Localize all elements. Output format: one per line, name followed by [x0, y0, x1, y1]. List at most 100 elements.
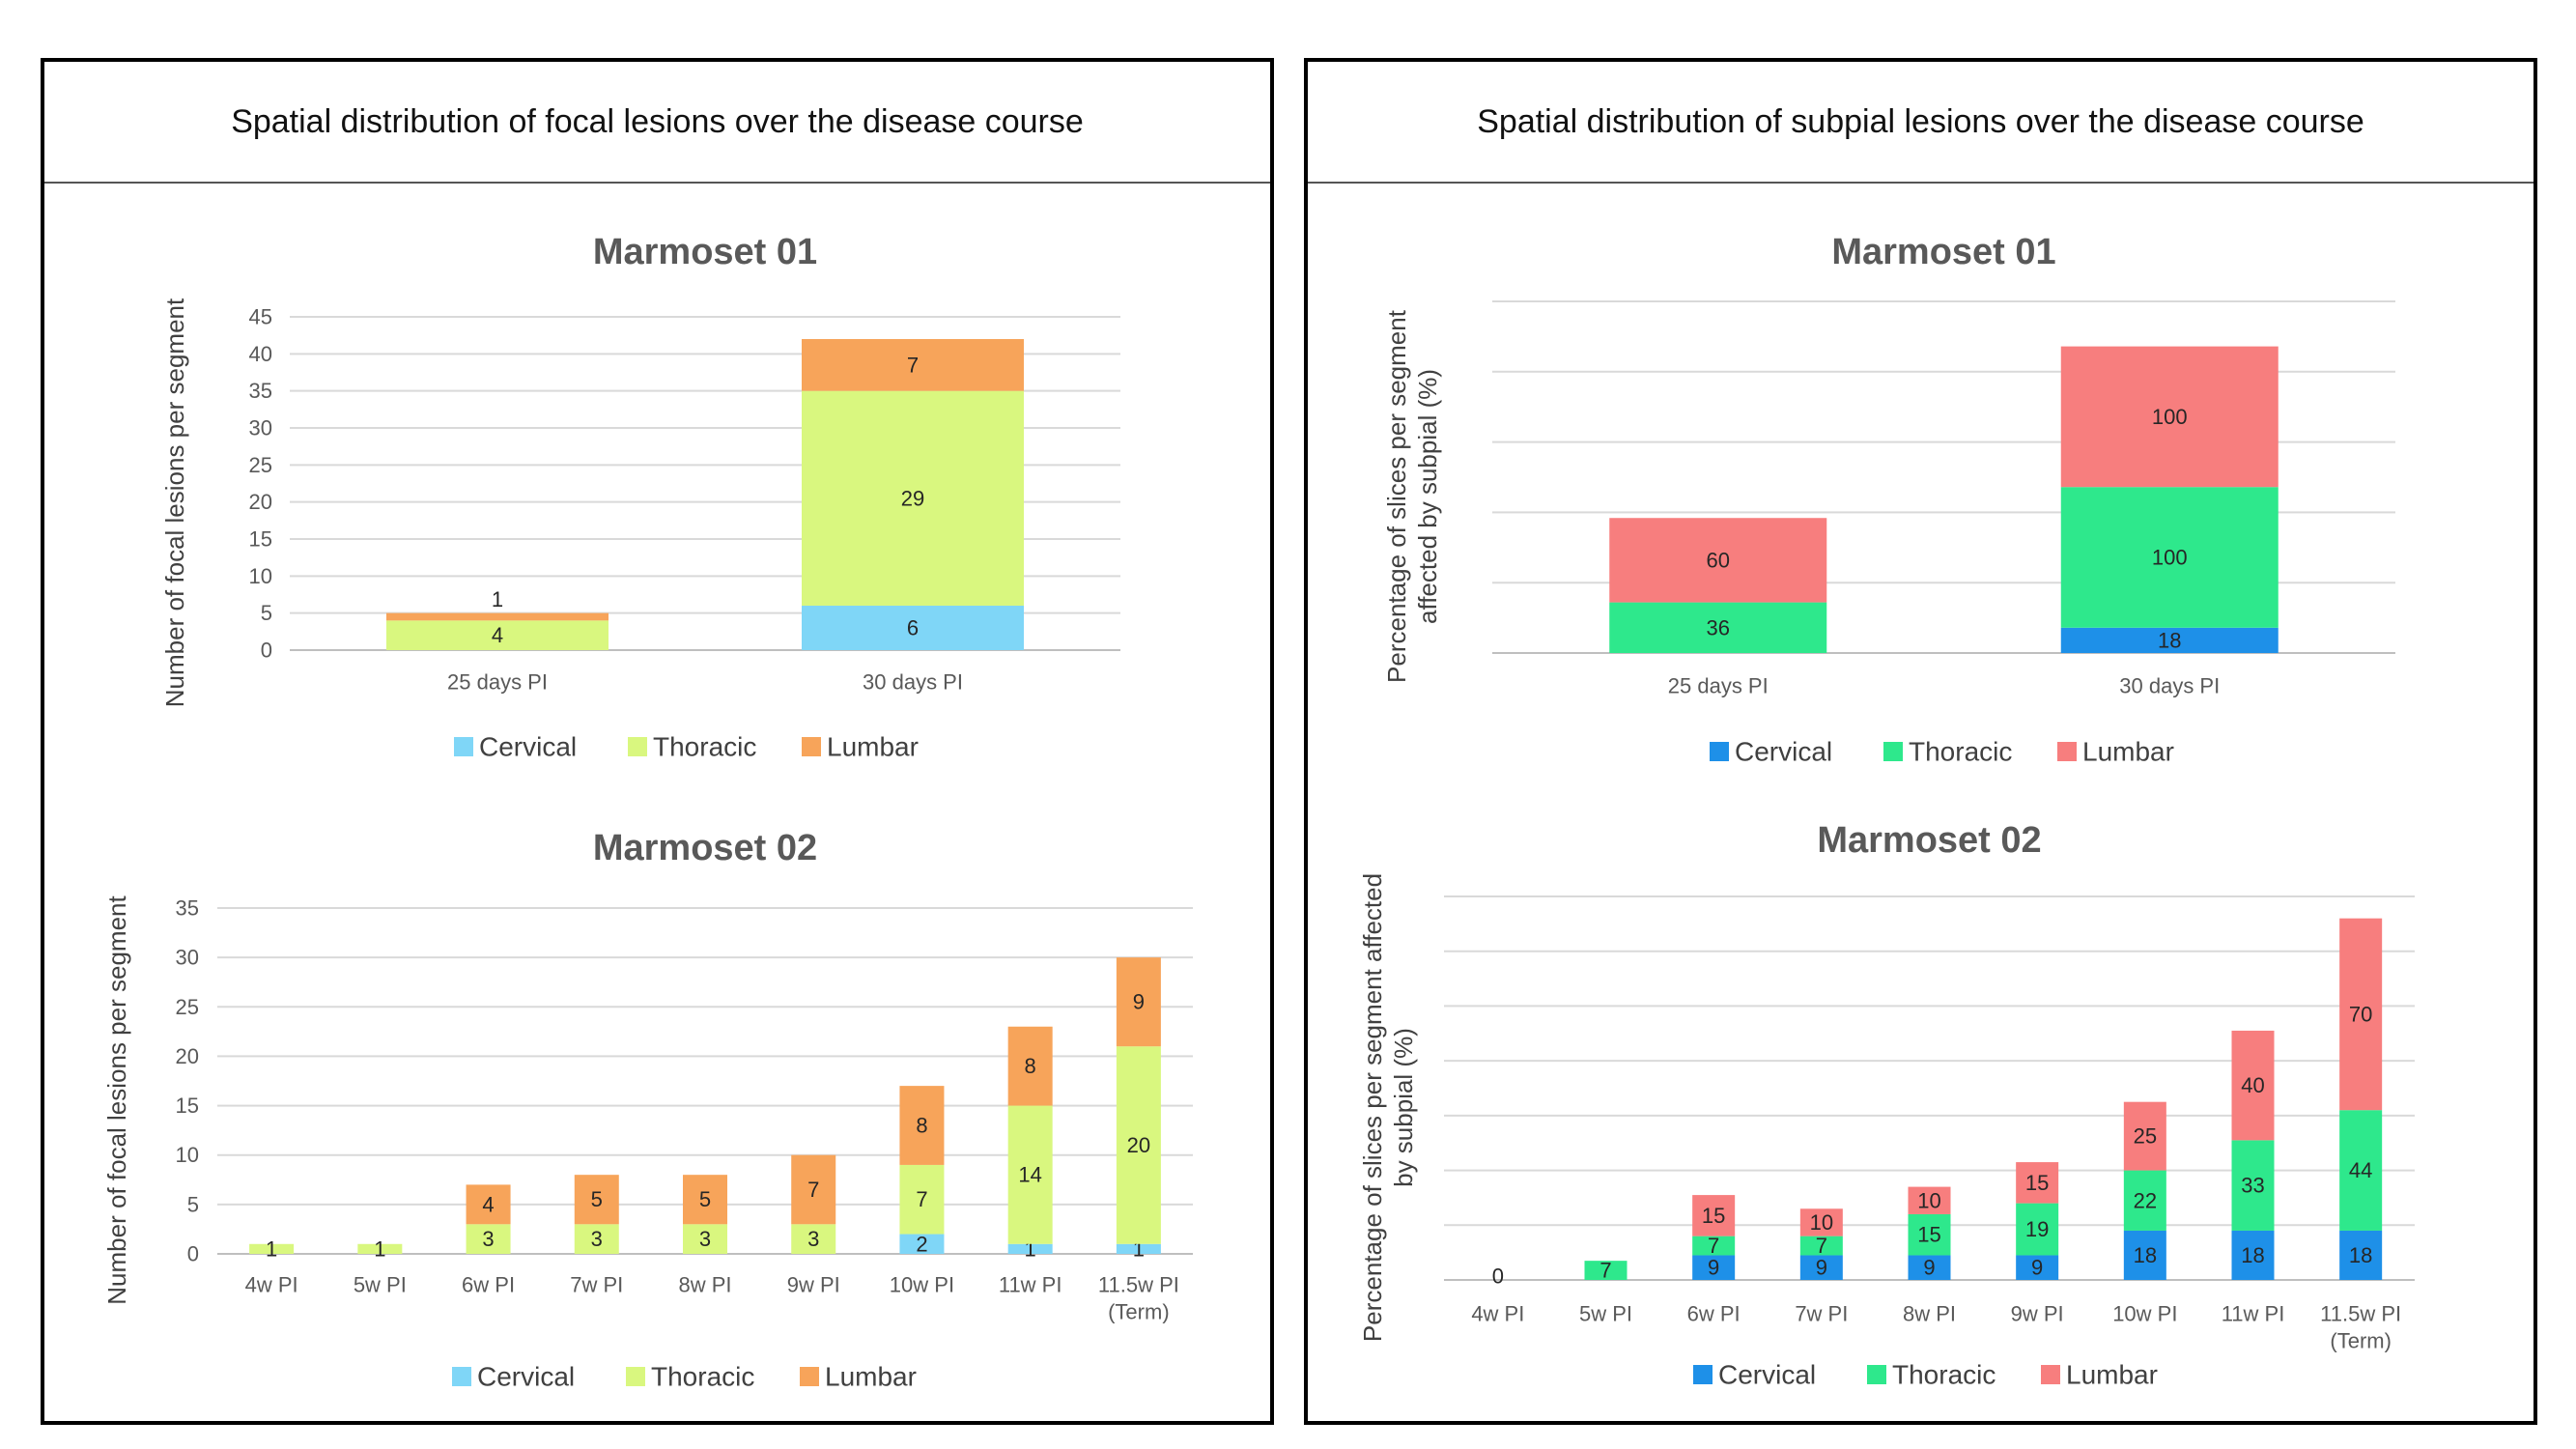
- subpial-m01-data-label: 36: [1707, 615, 1730, 639]
- subpial-m01-legend-swatch: [1710, 742, 1729, 761]
- focal-m02-ytick-label: 30: [176, 946, 199, 970]
- focal-m01-ytick-label: 45: [249, 305, 272, 329]
- subpial-m02-bar-lumbar: [1908, 1186, 1951, 1214]
- focal-m02-x-label: 9w PI: [787, 1273, 840, 1297]
- focal-m01-x-label: 25 days PI: [447, 670, 548, 695]
- subpial-m02-legend-swatch: [1693, 1365, 1713, 1384]
- focal-m02-ytick-label: 15: [176, 1094, 199, 1118]
- subpial-m02-x-label: 11w PI: [2222, 1302, 2285, 1326]
- focal-m02-ytick-label: 25: [176, 995, 199, 1019]
- subpial-m02-bar-lumbar: [1692, 1195, 1736, 1236]
- focal-m02-x-label: 7w PI: [570, 1273, 623, 1297]
- subpial-m01-bar-thoracic: [1609, 602, 1827, 653]
- focal-m02-bar-thoracic: [899, 1164, 945, 1235]
- focal-m02-data-label: 1: [374, 1236, 385, 1261]
- subpial-m01-legend-thoracic: Thoracic: [1909, 737, 2012, 767]
- focal-m01-title: Marmoset 01: [593, 232, 817, 272]
- focal-m01-legend-cervical: Cervical: [479, 732, 577, 762]
- focal-m02-x-label: 4w PI: [245, 1273, 298, 1297]
- subpial-m02-data-label: 25: [2134, 1124, 2157, 1149]
- focal-m02-bar-thoracic: [357, 1243, 403, 1254]
- focal-lesions-panel: Spatial distribution of focal lesions ov…: [41, 58, 1274, 1425]
- subpial-m02-x-label: 11.5w PI: [2320, 1302, 2401, 1326]
- focal-m02-x-label: 10w PI: [890, 1273, 954, 1297]
- focal-m02-bar-thoracic: [791, 1224, 836, 1254]
- subpial-m01-legend-swatch: [1883, 742, 1903, 761]
- subpial-m02-bar-lumbar: [2016, 1162, 2059, 1204]
- focal-m02-data-label: 2: [916, 1232, 927, 1256]
- subpial-m02-data-label: 18: [2134, 1243, 2157, 1267]
- focal-m01-ytick-label: 30: [249, 416, 272, 440]
- subpial-m02-data-label: 40: [2241, 1073, 2264, 1097]
- focal-m02-data-label: 3: [807, 1227, 819, 1251]
- subpial-m02-data-label: 7: [1599, 1259, 1611, 1283]
- subpial-m02-bar-lumbar: [2339, 918, 2383, 1111]
- subpial-m02-data-label: 9: [1816, 1256, 1827, 1280]
- focal-m01-legend-swatch: [802, 737, 821, 756]
- focal-m02-x-sublabel: (Term): [1108, 1300, 1170, 1324]
- focal-m01-data-label: 29: [901, 486, 924, 510]
- subpial-m02-bar-thoracic: [2339, 1110, 2383, 1231]
- focal-m02-legend-swatch: [626, 1367, 645, 1386]
- focal-m02-data-label: 3: [591, 1227, 603, 1251]
- focal-m01-bar-lumbar: [802, 339, 1024, 391]
- focal-m02-ytick-label: 20: [176, 1044, 199, 1068]
- focal-m01-data-label: 1: [492, 587, 503, 611]
- subpial-m02-x-label: 6w PI: [1687, 1302, 1741, 1326]
- focal-m02-x-label: 6w PI: [462, 1273, 515, 1297]
- subpial-m02-x-label: 5w PI: [1579, 1302, 1632, 1326]
- subpial-m02-ylabel: Percentage of slices per segment affecte…: [1358, 873, 1387, 1342]
- focal-m02-data-label: 3: [482, 1227, 494, 1251]
- focal-m02-bar-thoracic: [466, 1224, 511, 1254]
- focal-m02-bar-thoracic: [683, 1224, 727, 1254]
- focal-m01-bar-lumbar: [386, 612, 609, 621]
- focal-m02-ytick-label: 10: [176, 1143, 199, 1167]
- subpial-m01-title: Marmoset 01: [1831, 232, 2055, 272]
- focal-m01-ylabel: Number of focal lesions per segment: [160, 298, 189, 707]
- focal-m02-legend-swatch: [800, 1367, 819, 1386]
- subpial-m02-legend-thoracic: Thoracic: [1892, 1360, 1996, 1390]
- subpial-m02-bar-lumbar: [1799, 1208, 1843, 1236]
- subpial-m02-data-label: 10: [1917, 1188, 1940, 1212]
- focal-m02-data-label: 14: [1018, 1163, 1041, 1187]
- focal-m01-bar-thoracic: [802, 390, 1024, 606]
- subpial-m01-x-label: 25 days PI: [1668, 674, 1769, 698]
- subpial-m01-bar-thoracic: [2060, 487, 2279, 628]
- subpial-m02-bar-lumbar: [2231, 1030, 2275, 1141]
- subpial-m02-data-label: 44: [2349, 1158, 2372, 1182]
- subpial-m02-data-label: 0: [1492, 1264, 1504, 1289]
- focal-m01-ytick-label: 40: [249, 342, 272, 366]
- subpial-m01-ylabel: affected by subpial (%): [1413, 369, 1442, 624]
- focal-m02-legend-thoracic: Thoracic: [651, 1362, 754, 1392]
- subpial-m02-bar-thoracic: [1799, 1236, 1843, 1256]
- subpial-m01-legend-cervical: Cervical: [1735, 737, 1832, 767]
- focal-m02-bar-lumbar: [574, 1175, 619, 1225]
- focal-m01-bar-cervical: [802, 606, 1024, 650]
- subpial-m01-data-label: 18: [2158, 628, 2181, 652]
- subpial-m01-x-label: 30 days PI: [2119, 674, 2220, 698]
- focal-m02-bar-cervical: [899, 1234, 945, 1254]
- subpial-m02-legend-swatch: [1867, 1365, 1886, 1384]
- subpial-m02-bar-cervical: [1799, 1255, 1843, 1280]
- focal-m02-data-label: 4: [482, 1192, 494, 1216]
- subpial-m02-x-label: 4w PI: [1471, 1302, 1524, 1326]
- focal-m01-legend-swatch: [628, 737, 647, 756]
- subpial-lesions-panel: Spatial distribution of subpial lesions …: [1304, 58, 2537, 1425]
- focal-m02-bar-lumbar: [683, 1175, 727, 1225]
- subpial-m02-bar-cervical: [2016, 1255, 2059, 1280]
- subpial-m02-bar-cervical: [2123, 1230, 2166, 1280]
- subpial-m02-data-label: 15: [2025, 1171, 2049, 1195]
- focal-m02-data-label: 7: [916, 1187, 927, 1211]
- subpial-m02-x-label: 9w PI: [2011, 1302, 2064, 1326]
- focal-m01-ytick-label: 35: [249, 379, 272, 403]
- focal-m02-x-label: 11.5w PI: [1098, 1273, 1179, 1297]
- focal-m01-data-label: 7: [907, 353, 919, 377]
- focal-m02-data-label: 7: [807, 1178, 819, 1202]
- subpial-m01-legend-swatch: [2057, 742, 2077, 761]
- focal-m02-ylabel: Number of focal lesions per segment: [102, 895, 131, 1305]
- focal-m02-ytick-label: 5: [187, 1192, 199, 1216]
- subpial-m02-bar-lumbar: [2123, 1101, 2166, 1171]
- focal-m01-legend-lumbar: Lumbar: [827, 732, 919, 762]
- focal-m01-ytick-label: 0: [261, 639, 272, 663]
- focal-m01-x-label: 30 days PI: [863, 670, 963, 695]
